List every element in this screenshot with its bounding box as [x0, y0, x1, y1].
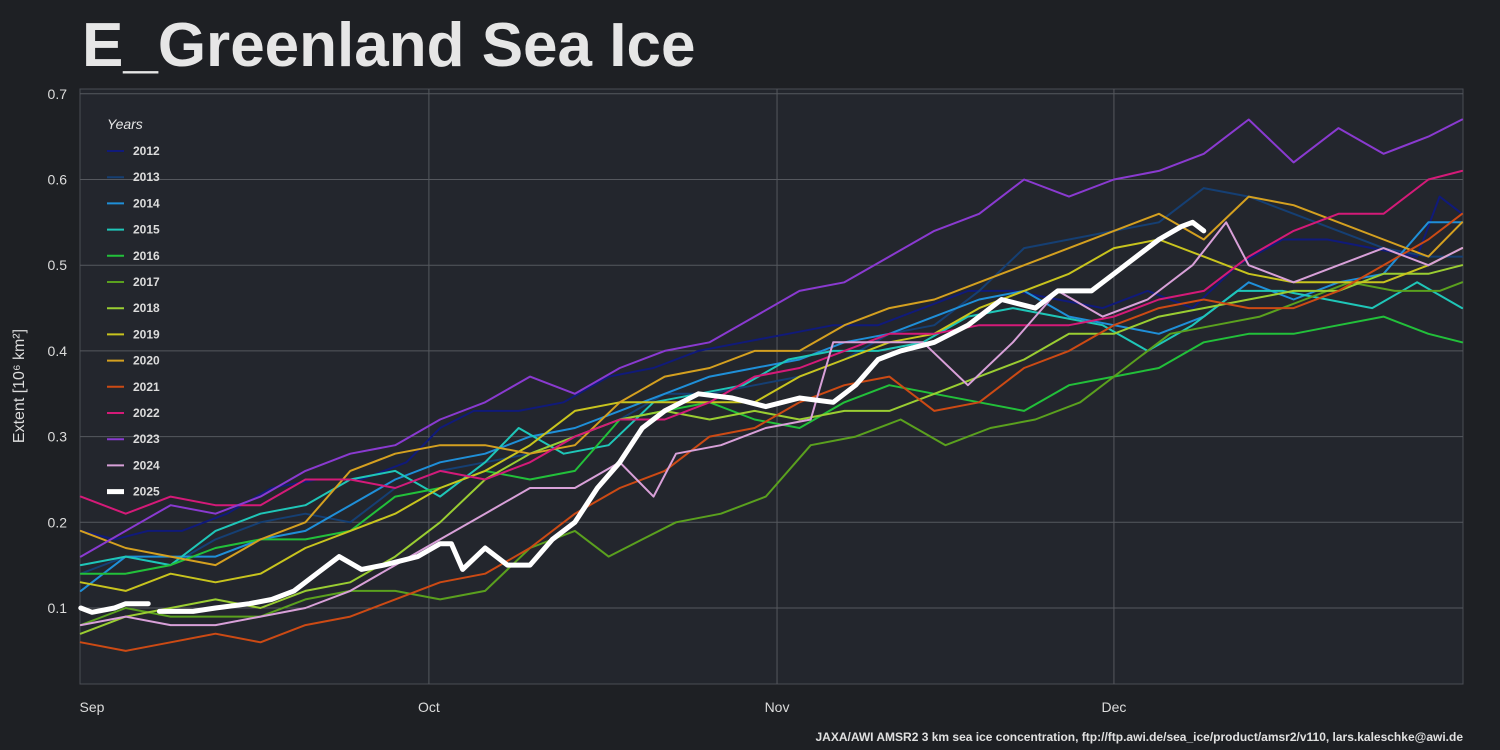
- legend-item-label[interactable]: 2024: [133, 458, 160, 472]
- legend-item-label[interactable]: 2014: [133, 196, 160, 210]
- grid: [80, 89, 1463, 684]
- y-tick-label: 0.1: [48, 600, 68, 616]
- legend-item-label[interactable]: 2018: [133, 301, 160, 315]
- legend-item-label[interactable]: 2016: [133, 249, 160, 263]
- y-tick-label: 0.2: [48, 514, 68, 530]
- series-line-2016: [79, 315, 1464, 575]
- series-line-2015: [79, 281, 1464, 567]
- legend-item-label[interactable]: 2023: [133, 432, 160, 446]
- series-line-2012: [79, 195, 1464, 541]
- credit-text: JAXA/AWI AMSR2 3 km sea ice concentratio…: [815, 730, 1463, 744]
- x-tick-label: Sep: [80, 699, 105, 715]
- legend-item-label[interactable]: 2015: [133, 223, 160, 237]
- series-line-2022: [79, 169, 1464, 515]
- legend-title: Years: [107, 116, 143, 132]
- plot-area: [79, 88, 1464, 685]
- x-tick-label: Dec: [1101, 699, 1126, 715]
- legend-item-label[interactable]: 2012: [133, 144, 160, 158]
- series-line-2021: [79, 212, 1464, 652]
- legend-item-label[interactable]: 2021: [133, 380, 160, 394]
- legend-item-label[interactable]: 2013: [133, 170, 160, 184]
- y-tick-label: 0.3: [48, 429, 68, 445]
- x-tick-label: Nov: [765, 699, 790, 715]
- series-line-2024: [79, 221, 1464, 627]
- y-tick-label: 0.5: [48, 257, 68, 273]
- chart-title: E_Greenland Sea Ice: [82, 11, 696, 80]
- series-line-2023: [79, 118, 1464, 558]
- y-tick-label: 0.4: [48, 343, 68, 359]
- y-tick-label: 0.6: [48, 172, 68, 188]
- series-line-2020: [79, 195, 1464, 567]
- legend: Years 2012 2013 2014 2015 2016 2017 2018 2019 20…: [107, 116, 160, 499]
- legend-item-label[interactable]: 2020: [133, 354, 160, 368]
- x-tick-label: Oct: [418, 699, 440, 715]
- legend-item-label[interactable]: 2017: [133, 275, 160, 289]
- y-tick-label: 0.7: [48, 86, 68, 102]
- legend-item-label[interactable]: 2019: [133, 327, 160, 341]
- x-axis: Sep Oct Nov Dec: [80, 699, 1127, 715]
- y-axis-label: Extent [10⁶ km²]: [11, 329, 28, 443]
- series-lines: [78, 118, 1464, 652]
- series-line-2019: [79, 238, 1464, 592]
- series-line-2014: [79, 221, 1464, 592]
- series-line-2025: [78, 219, 1207, 615]
- series-line-2017: [79, 281, 1464, 627]
- legend-item-label[interactable]: 2025: [133, 485, 160, 499]
- legend-item-label[interactable]: 2022: [133, 406, 160, 420]
- y-axis: 0.1 0.2 0.3 0.4 0.5 0.6 0.7: [48, 86, 68, 616]
